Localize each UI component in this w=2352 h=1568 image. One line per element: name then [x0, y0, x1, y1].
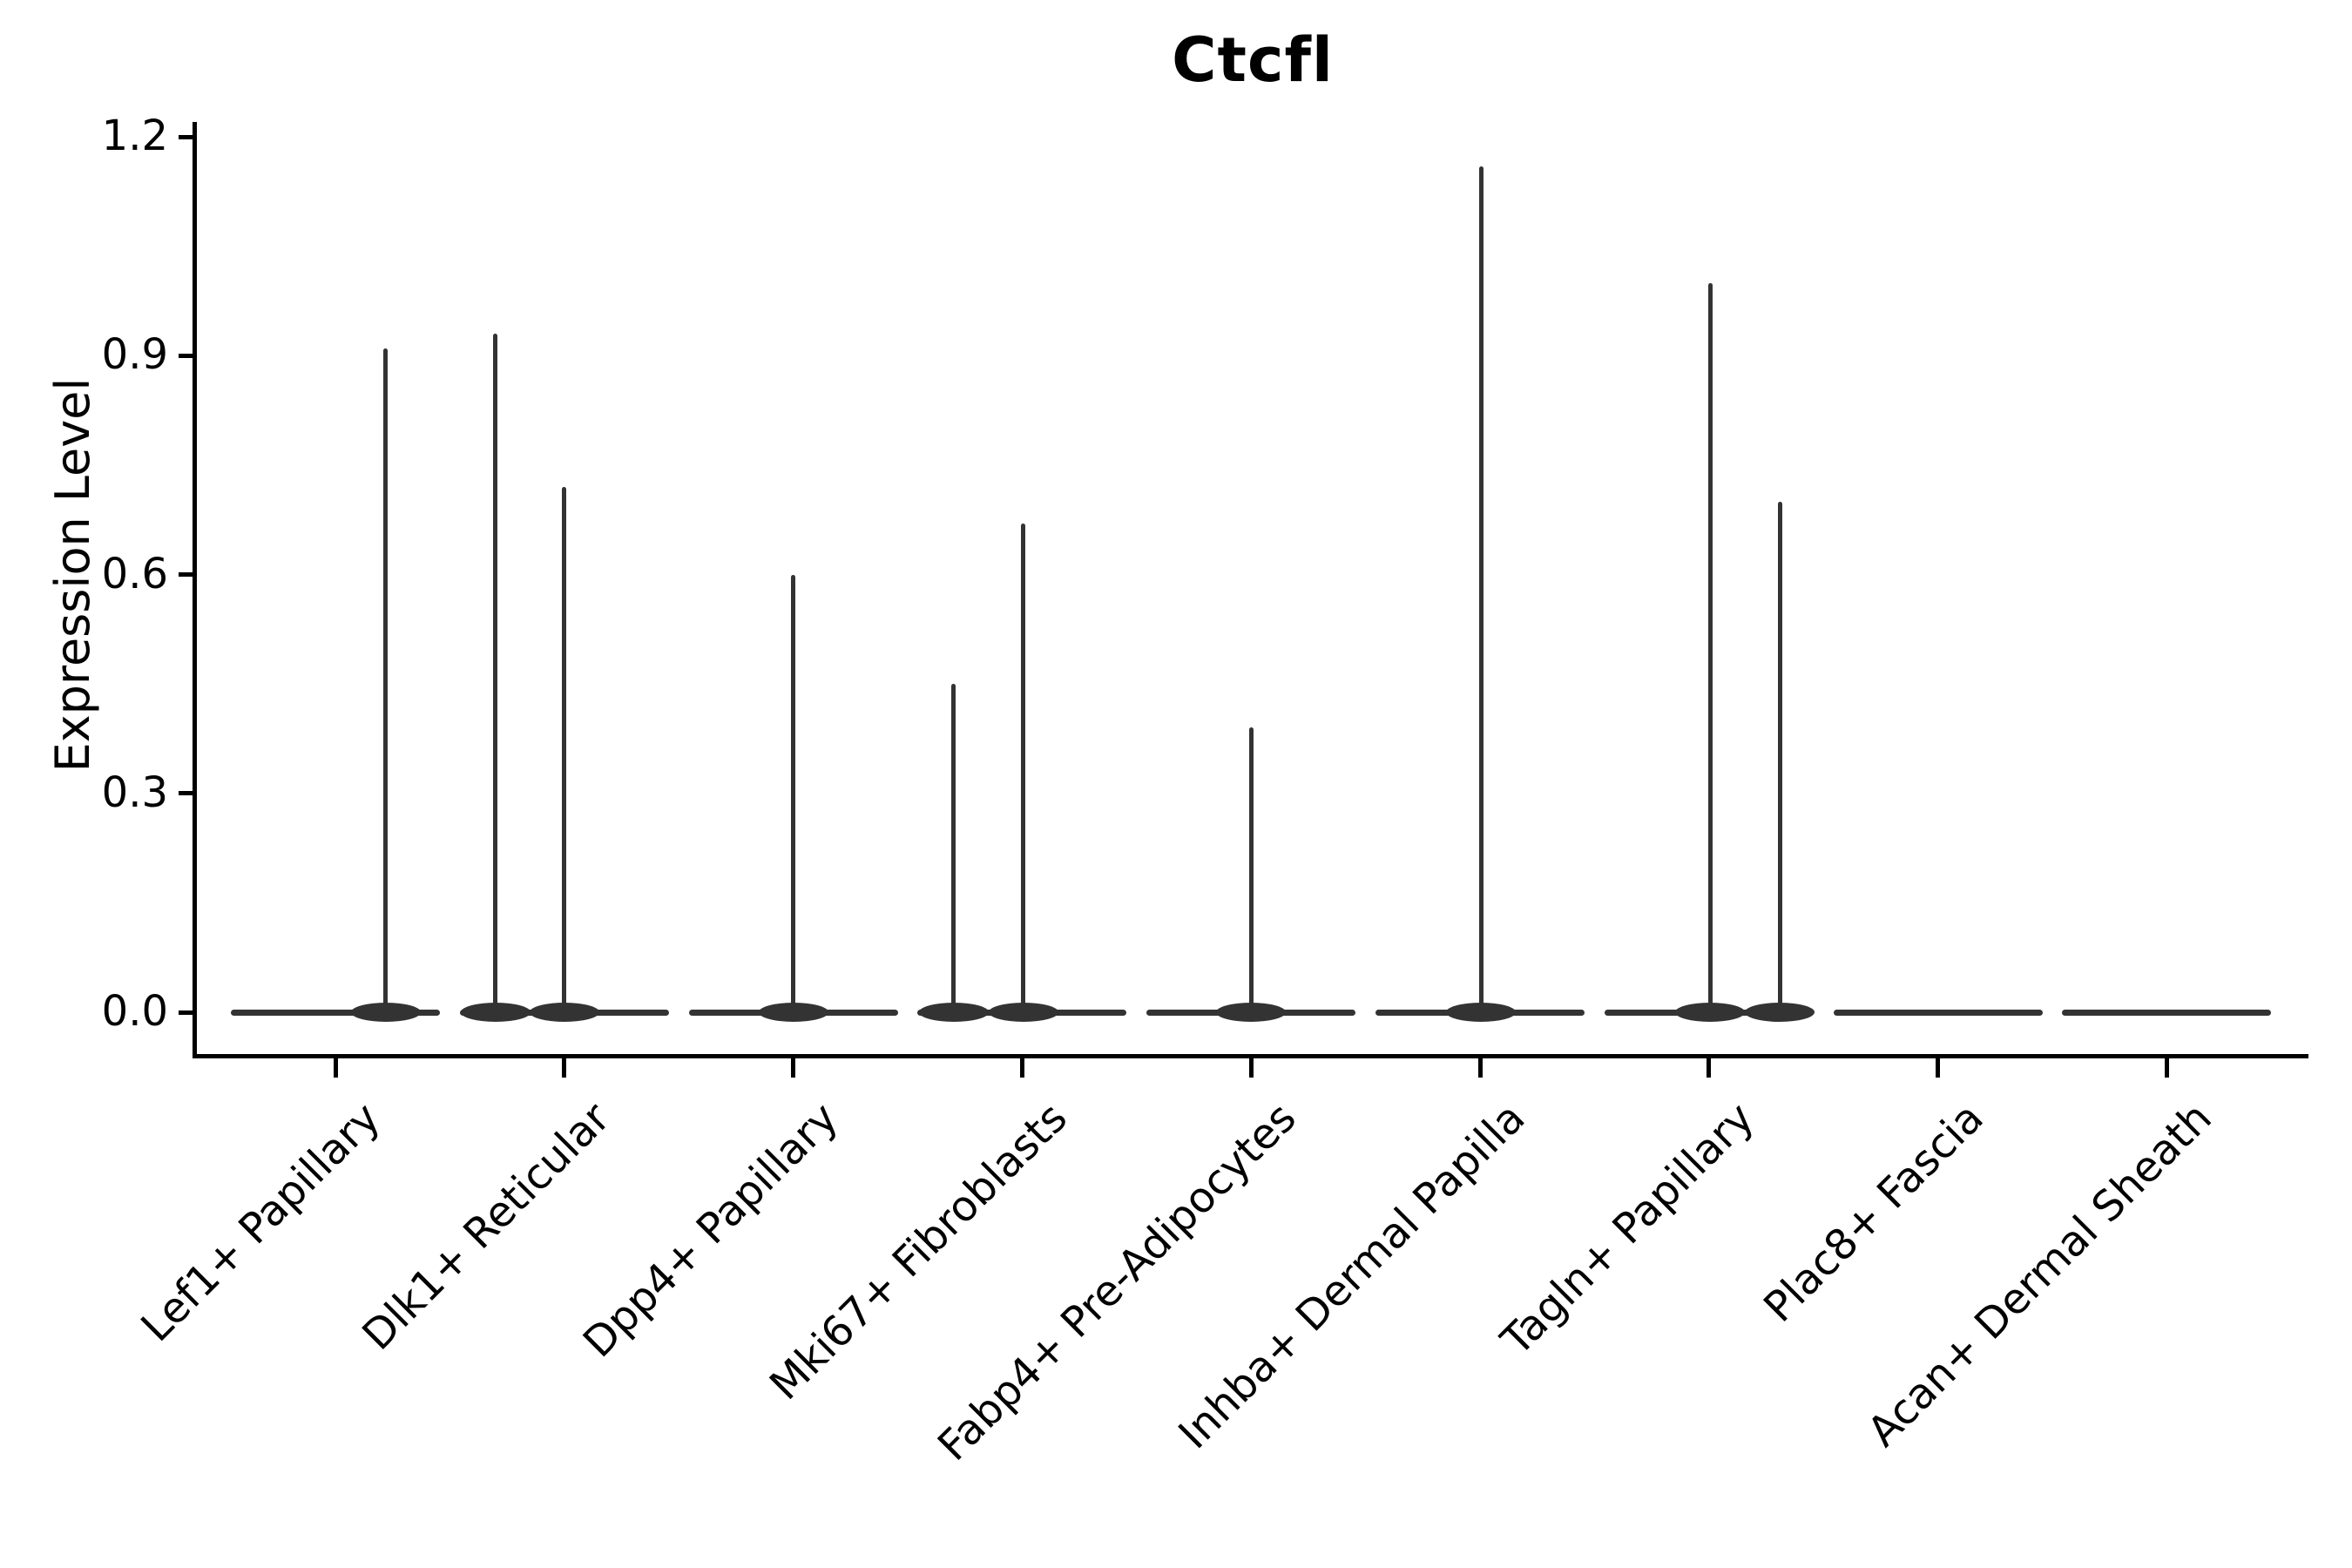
violin-spike [493, 334, 498, 1014]
violin-spike [383, 348, 389, 1014]
violin-spike [1478, 166, 1484, 1014]
y-tick [179, 791, 193, 796]
y-tick-label: 1.2 [101, 112, 168, 160]
x-tick [562, 1058, 567, 1078]
x-tick [2164, 1058, 2169, 1078]
x-tick-label: Tagln+ Papillary [1491, 1093, 1764, 1365]
x-tick [1248, 1058, 1254, 1078]
violin-spike [1248, 727, 1254, 1014]
violin-spike [1021, 523, 1026, 1014]
y-tick-label: 0.0 [101, 987, 168, 1036]
y-tick [179, 1010, 193, 1015]
x-tick-label: Dpp4+ Papillary [574, 1093, 848, 1368]
x-tick [333, 1058, 338, 1078]
x-axis-spine [193, 1054, 2308, 1058]
violin-spike [562, 487, 567, 1014]
x-tick [1936, 1058, 1941, 1078]
chart-title: Ctcfl [1172, 24, 1334, 96]
x-tick [1707, 1058, 1712, 1078]
y-tick [179, 572, 193, 577]
x-tick-label: Lef1+ Papillary [132, 1093, 390, 1352]
violin-spike [1707, 282, 1713, 1014]
x-tick [1477, 1058, 1483, 1078]
y-tick-label: 0.6 [101, 549, 168, 598]
violin-base [1833, 1009, 2043, 1016]
violin-spike [1777, 501, 1782, 1014]
y-tick-label: 0.3 [101, 767, 168, 817]
violin-base [2062, 1009, 2272, 1016]
x-tick [1019, 1058, 1024, 1078]
y-tick [179, 134, 193, 139]
violin-spike [791, 574, 796, 1014]
y-axis-spine [193, 122, 197, 1058]
violin-base [231, 1009, 440, 1016]
x-tick [791, 1058, 796, 1078]
y-tick [179, 353, 193, 358]
violin-spike [951, 684, 956, 1014]
x-tick-label: Plac8+ Fascia [1754, 1093, 1993, 1332]
x-tick-label: Dlk1+ Reticular [352, 1093, 619, 1360]
y-tick-label: 0.9 [101, 330, 168, 380]
